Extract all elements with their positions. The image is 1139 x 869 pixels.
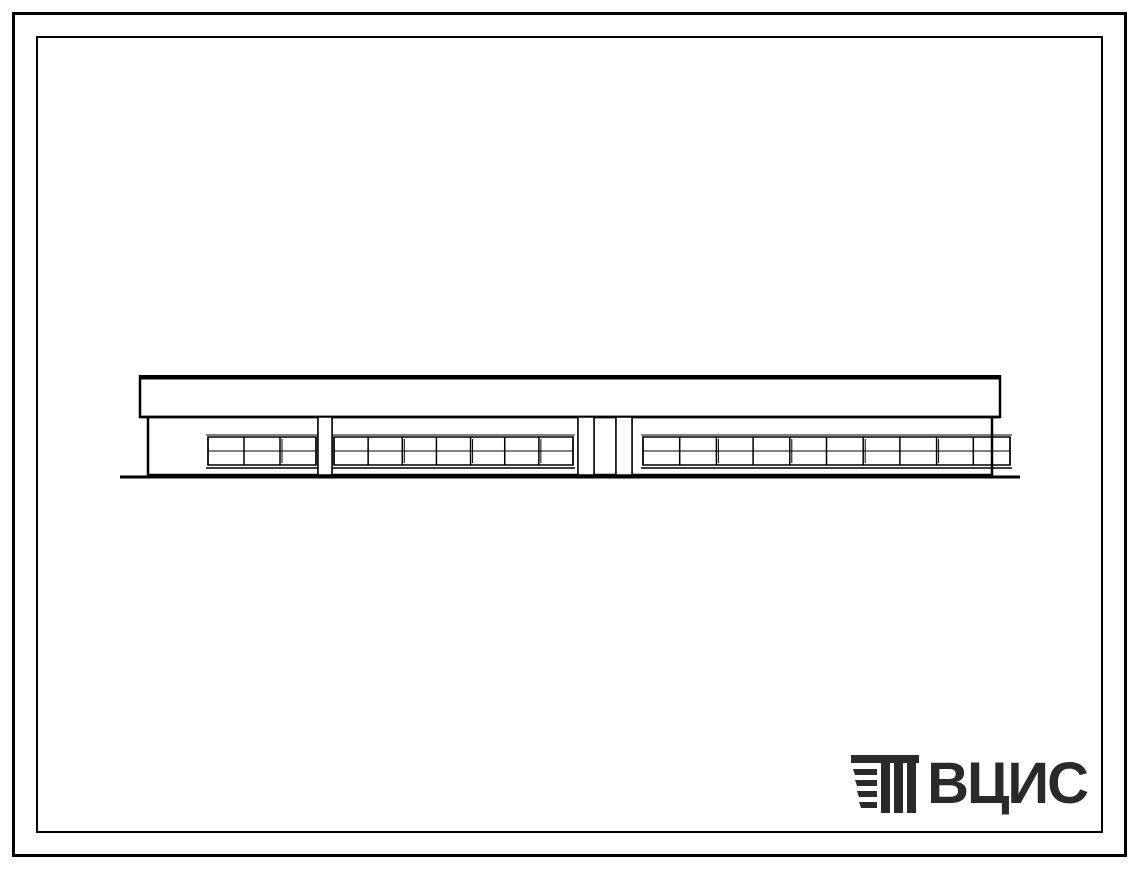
logo: ВЦИС [851, 750, 1087, 817]
logo-mark-icon [851, 755, 919, 813]
building-elevation-drawing [120, 375, 1020, 495]
page-canvas: ВЦИС [0, 0, 1139, 869]
logo-text: ВЦИС [927, 750, 1087, 817]
